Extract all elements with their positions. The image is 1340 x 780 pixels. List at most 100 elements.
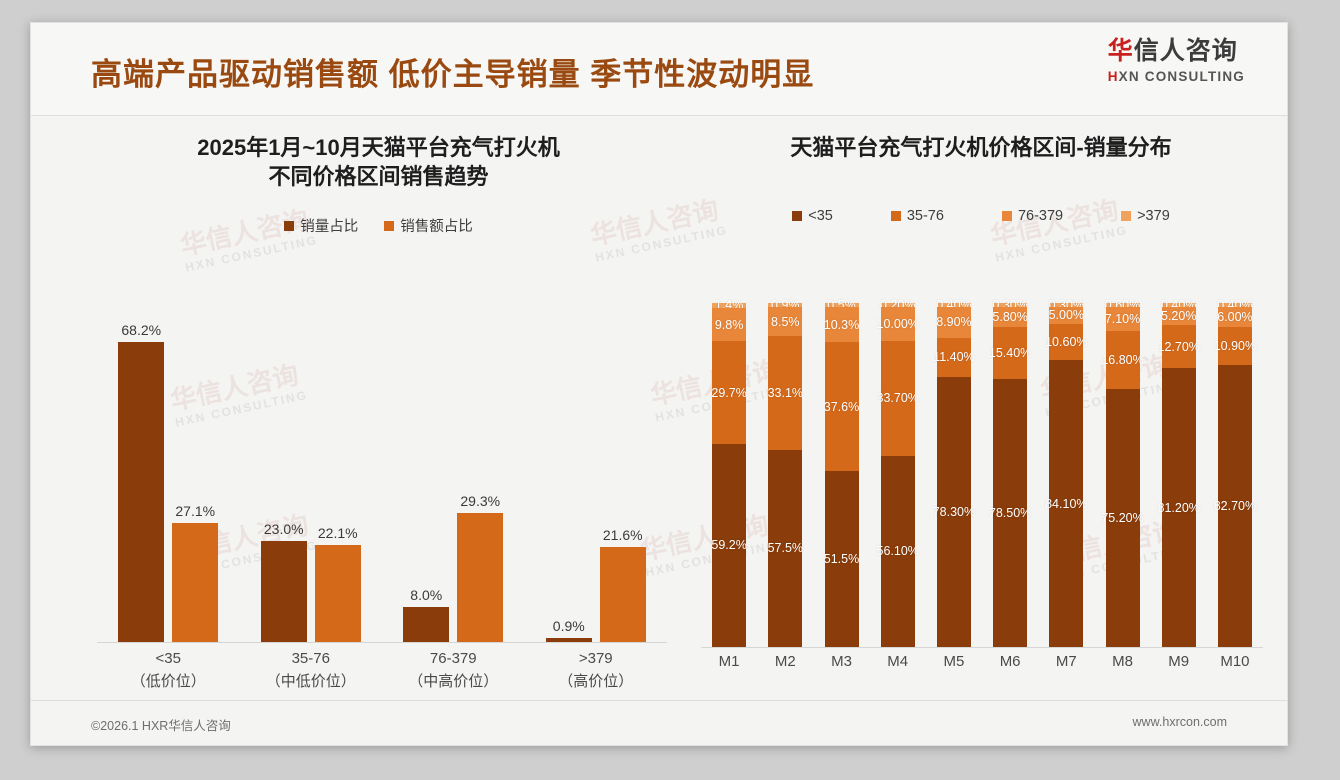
legend-swatch-icon xyxy=(890,211,901,222)
stack-segment[interactable]: 5.00% xyxy=(1049,306,1084,325)
stack-segment[interactable]: 10.60% xyxy=(1045,324,1088,361)
stack-segment[interactable]: 33.1% xyxy=(768,336,803,450)
bar-column[interactable]: 8.0% xyxy=(403,313,450,642)
stack-segment[interactable]: 75.20% xyxy=(1101,388,1144,647)
bar-column[interactable]: 23.0% xyxy=(260,313,307,642)
legend-item-2[interactable]: 76-379 xyxy=(1001,208,1063,224)
left-chart-title-line1: 2025年1月~10月天猫平台充气打火机 xyxy=(197,135,560,160)
bar[interactable] xyxy=(172,522,219,642)
stacked-bar-column[interactable]: 0.20% 10.00% 33.70% 56.10% xyxy=(870,298,926,647)
stack-segment[interactable]: 10.3% xyxy=(823,306,860,343)
stack-segment[interactable]: 78.30% xyxy=(933,377,975,647)
bar[interactable] xyxy=(403,606,450,642)
legend-item-0[interactable]: 销量占比 xyxy=(284,215,358,236)
stacked-bar-column[interactable]: 0.60% 7.10% 16.80% 75.20% xyxy=(1094,298,1150,647)
stacked-bar-column[interactable]: 0.30% 5.80% 15.40% 78.50% xyxy=(982,298,1038,647)
stack-segment[interactable]: 12.70% xyxy=(1158,324,1200,369)
stack-segment[interactable]: 84.10% xyxy=(1045,360,1088,647)
segment-value-label: 7.10% xyxy=(1104,312,1141,327)
segment-value-label: 5.80% xyxy=(992,309,1028,324)
stack: 0.40% 5.20% 12.70% 81.20% xyxy=(1158,298,1200,647)
page-title: 高端产品驱动销售额 低价主导销量 季节性波动明显 xyxy=(91,57,815,92)
left-chart-title-line2: 不同价格区间销售趋势 xyxy=(268,164,489,190)
bar[interactable] xyxy=(545,638,592,642)
xaxis-label: M5 xyxy=(943,653,965,670)
legend-item-1[interactable]: 35-76 xyxy=(890,208,944,225)
right-chart-plot: 1.4% 9.8% 29.7% 59.2% 0.9% 8.5% 33.1% 57.5% 0.5%… xyxy=(697,298,1267,670)
stack-segment[interactable]: 5.20% xyxy=(1161,306,1196,325)
bar[interactable] xyxy=(457,513,504,642)
xaxis-label-tier: （中高价位） xyxy=(408,672,499,690)
segment-value-label: 10.00% xyxy=(876,316,919,331)
legend-item-0[interactable]: <35 xyxy=(792,208,833,224)
bar-value-label: 29.3% xyxy=(460,493,501,510)
logo-chinese-accent: 华 xyxy=(1107,37,1134,65)
logo-english-accent: H xyxy=(1107,69,1119,84)
stack-segment[interactable]: 56.10% xyxy=(877,455,919,647)
logo-english-rest: XN CONSULTING xyxy=(1118,69,1245,84)
bar-column[interactable]: 27.1% xyxy=(172,313,219,642)
stacked-bar-column[interactable]: 0.9% 8.5% 33.1% 57.5% xyxy=(757,298,813,647)
bar-value-label: 8.0% xyxy=(410,586,443,603)
segment-value-label: 10.3% xyxy=(823,317,860,332)
left-chart-xaxis-labels: <35 （低价位） 35-76 （中低价位） 76-379 （中高价位） >379 （高价位） xyxy=(97,648,667,693)
stacked-bar-column[interactable]: 1.4% 9.8% 29.7% 59.2% xyxy=(701,298,757,647)
stack-segment[interactable]: 16.80% xyxy=(1101,331,1144,389)
xaxis-label-tier: （低价位） xyxy=(130,672,206,690)
stack-segment[interactable]: 51.5% xyxy=(824,470,859,647)
stack-segment[interactable]: 82.70% xyxy=(1214,364,1256,647)
legend-label: 35-76 xyxy=(906,208,944,225)
segment-value-label: 57.5% xyxy=(767,541,804,556)
stack-segment[interactable]: 33.70% xyxy=(877,341,919,456)
stack-segment[interactable]: 15.40% xyxy=(989,326,1031,380)
bar-column[interactable]: 68.2% xyxy=(118,313,165,642)
stacked-bar-column[interactable]: 0.30% 5.00% 10.60% 84.10% xyxy=(1038,298,1094,647)
bar-value-label: 23.0% xyxy=(263,520,304,537)
segment-value-label: 56.10% xyxy=(876,544,919,559)
stack-segment[interactable]: 37.6% xyxy=(824,342,859,471)
stack: 0.40% 6.00% 10.90% 82.70% xyxy=(1214,298,1256,647)
bar[interactable] xyxy=(260,540,307,642)
legend-swatch-icon xyxy=(384,220,395,231)
logo-english: HXN CONSULTING xyxy=(1108,69,1245,84)
stack-segment[interactable]: 78.50% xyxy=(989,379,1031,647)
legend-swatch-icon xyxy=(284,220,295,231)
stack-segment[interactable]: 6.00% xyxy=(1217,306,1253,328)
stack-segment[interactable]: 59.2% xyxy=(711,443,747,647)
footer-website: www.hxrcon.com xyxy=(1132,715,1227,729)
segment-value-label: 6.00% xyxy=(1217,310,1253,325)
bar-column[interactable]: 21.6% xyxy=(599,313,646,642)
stack-segment[interactable]: 57.5% xyxy=(767,449,804,647)
xaxis-label-range: <35 xyxy=(155,650,181,667)
stacked-bar-column[interactable]: 0.40% 6.00% 10.90% 82.70% xyxy=(1207,298,1263,647)
segment-value-label: 16.80% xyxy=(1101,353,1144,368)
segment-value-label: 10.60% xyxy=(1045,335,1088,350)
logo-chinese: 华信人咨询 xyxy=(1108,39,1245,64)
legend-item-3[interactable]: >379 xyxy=(1121,208,1170,224)
stack-segment[interactable]: 29.7% xyxy=(711,341,747,444)
xaxis-label-tier: （高价位） xyxy=(558,672,634,690)
segment-value-label: 8.5% xyxy=(771,314,800,329)
bar[interactable] xyxy=(599,546,646,642)
bar-column[interactable]: 0.9% xyxy=(545,313,592,642)
stacked-bar-column[interactable]: 0.40% 8.90% 11.40% 78.30% xyxy=(926,298,982,647)
stacked-bar-column[interactable]: 0.40% 5.20% 12.70% 81.20% xyxy=(1151,298,1207,647)
stack-segment[interactable]: 10.00% xyxy=(877,306,919,342)
bar-column[interactable]: 29.3% xyxy=(457,313,504,642)
stack-segment[interactable]: 5.80% xyxy=(992,306,1028,327)
stack-segment[interactable]: 81.20% xyxy=(1158,368,1200,647)
legend-item-1[interactable]: 销售额占比 xyxy=(384,215,473,236)
segment-value-label: 12.70% xyxy=(1157,339,1200,354)
stack-segment[interactable]: 8.5% xyxy=(768,306,803,337)
bar[interactable] xyxy=(314,544,361,642)
bar[interactable] xyxy=(118,341,165,642)
stack-segment[interactable]: 10.90% xyxy=(1214,327,1256,365)
bar-column[interactable]: 22.1% xyxy=(314,313,361,642)
slide-header: 高端产品驱动销售额 低价主导销量 季节性波动明显 华信人咨询 HXN CONSU… xyxy=(31,23,1287,116)
stack-segment[interactable]: 9.8% xyxy=(712,307,747,342)
stacked-bar-column[interactable]: 0.5% 10.3% 37.6% 51.5% xyxy=(813,298,869,647)
segment-value-label: 11.40% xyxy=(933,350,975,365)
stack-segment[interactable]: 8.90% xyxy=(936,307,972,338)
stack-segment[interactable]: 11.40% xyxy=(933,337,975,377)
stack-segment[interactable]: 7.10% xyxy=(1104,306,1141,332)
